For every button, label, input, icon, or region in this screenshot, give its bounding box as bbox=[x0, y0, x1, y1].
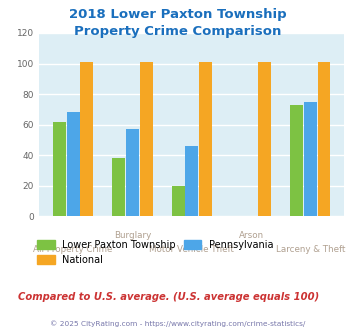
Bar bbox=[290, 105, 303, 216]
Bar bbox=[53, 121, 66, 216]
Text: © 2025 CityRating.com - https://www.cityrating.com/crime-statistics/: © 2025 CityRating.com - https://www.city… bbox=[50, 320, 305, 327]
Bar bbox=[112, 158, 125, 216]
Text: All Property Crime: All Property Crime bbox=[33, 245, 113, 254]
Text: Motor Vehicle Theft: Motor Vehicle Theft bbox=[149, 245, 234, 254]
Text: Arson: Arson bbox=[239, 231, 263, 241]
Bar bbox=[304, 102, 317, 216]
Bar bbox=[199, 62, 212, 216]
Text: Burglary: Burglary bbox=[114, 231, 151, 241]
Bar bbox=[258, 62, 271, 216]
Bar bbox=[171, 185, 185, 216]
Bar bbox=[67, 112, 80, 216]
Text: Property Crime Comparison: Property Crime Comparison bbox=[74, 25, 281, 38]
Bar bbox=[126, 129, 139, 216]
Bar bbox=[185, 146, 198, 216]
Bar bbox=[140, 62, 153, 216]
Bar bbox=[80, 62, 93, 216]
Legend: Lower Paxton Township, National, Pennsylvania: Lower Paxton Township, National, Pennsyl… bbox=[33, 236, 278, 269]
Text: 2018 Lower Paxton Township: 2018 Lower Paxton Township bbox=[69, 8, 286, 21]
Text: Compared to U.S. average. (U.S. average equals 100): Compared to U.S. average. (U.S. average … bbox=[18, 292, 319, 302]
Text: Larceny & Theft: Larceny & Theft bbox=[276, 245, 345, 254]
Bar bbox=[317, 62, 331, 216]
